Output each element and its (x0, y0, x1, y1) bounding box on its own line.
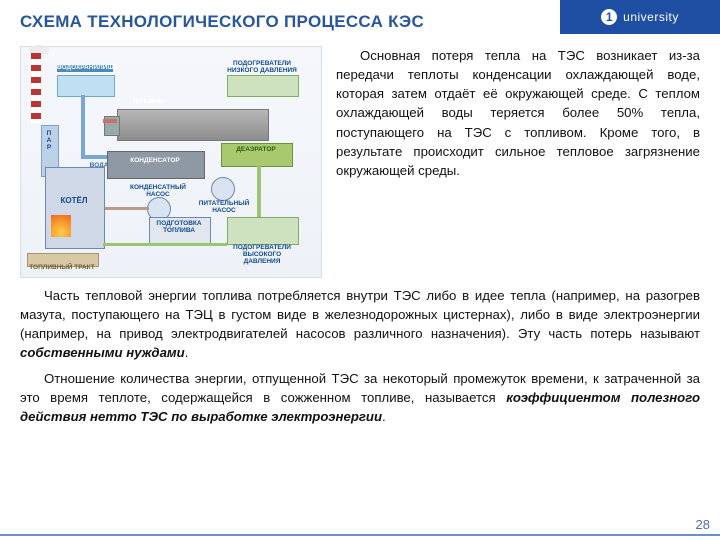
brand-mark: 1 (601, 9, 617, 25)
paragraph-own-needs: Часть тепловой энергии топлива потребляе… (20, 286, 700, 363)
feed-pump-icon (211, 177, 235, 201)
condensate-pump-label: КОНДЕНСАТНЫЙ НАСОС (129, 185, 187, 199)
lp-heaters (227, 75, 299, 97)
footer-rule (0, 534, 720, 536)
term-own-needs: собственными нуждами (20, 345, 185, 360)
chimney-icon (31, 53, 41, 123)
cooling-tower-label: ВОДОХРАНИЛИЩЕ (57, 65, 113, 72)
brand-bar: 1 university (560, 0, 720, 34)
paragraph-efficiency: Отношение количества энергии, отпущенной… (20, 369, 700, 426)
cooling-pipe-down (81, 95, 85, 155)
paragraph-heat-loss: Основная потеря тепла на ТЭС возникает и… (336, 46, 700, 278)
brand-name: university (623, 10, 679, 24)
page-number: 28 (696, 517, 710, 532)
hp-heaters (227, 217, 299, 245)
turbine-label: ТУРБИНА (117, 99, 177, 106)
condenser-label: КОНДЕНСАТОР (107, 158, 203, 165)
lp-heaters-label: ПОДОГРЕВАТЕЛИ НИЗКОГО ДАВЛЕНИЯ (227, 61, 297, 75)
fuel-track-label: ТОПЛИВНЫЙ ТРАКТ (27, 265, 97, 272)
steam-label: П А Р (45, 131, 53, 151)
deaerator-label: ДЕАЭРАТОР (221, 147, 291, 154)
feed-pipe-v (257, 165, 261, 217)
boiler-label: КОТЁЛ (45, 197, 103, 205)
process-diagram: ВОДОХРАНИЛИЩЕ ПОДОГРЕВАТЕЛИ НИЗКОГО ДАВЛ… (20, 46, 322, 278)
cooling-pipe-h (81, 155, 107, 159)
cooling-tower (57, 75, 115, 97)
steam-pipe (103, 119, 117, 123)
flame-icon (51, 215, 71, 237)
hp-heaters-label: ПОДОГРЕВАТЕЛИ ВЫСОКОГО ДАВЛЕНИЯ (227, 245, 297, 265)
turbine (117, 109, 269, 141)
p1-text: Часть тепловой энергии топлива потребляе… (20, 288, 700, 341)
fuel-prep-label: ПОДГОТОВКА ТОПЛИВА (149, 221, 209, 235)
feed-pipe-h (103, 243, 227, 246)
page-title: СХЕМА ТЕХНОЛОГИЧЕСКОГО ПРОЦЕССА КЭС (20, 12, 424, 32)
condenser (107, 151, 205, 179)
body-text: Часть тепловой энергии топлива потребляе… (20, 286, 700, 432)
fuel-pipe (105, 207, 149, 210)
feed-pump-label: ПИТАТЕЛЬНЫЙ НАСОС (197, 201, 251, 215)
